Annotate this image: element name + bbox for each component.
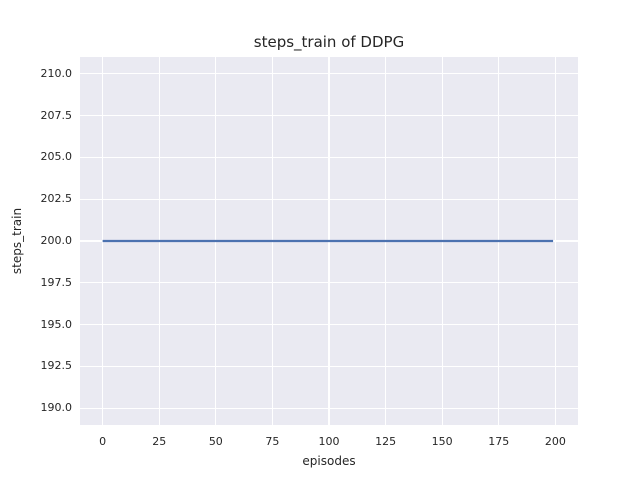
y-gridline <box>80 282 578 284</box>
y-gridline <box>80 114 578 117</box>
y-gridline <box>80 73 578 75</box>
x-tick-label: 50 <box>208 435 223 448</box>
plot-area <box>80 57 578 425</box>
x-tick-label: 175 <box>488 435 510 448</box>
x-tick-label: 125 <box>375 435 397 448</box>
y-gridline <box>80 365 578 368</box>
y-gridline <box>80 198 578 200</box>
y-tick-label: 197.5 <box>40 275 73 289</box>
y-tick-label: 202.5 <box>40 192 73 206</box>
x-tick-label: 150 <box>431 435 453 448</box>
x-axis-label: episodes <box>302 454 356 468</box>
y-tick-label: 200.0 <box>40 234 73 247</box>
x-tick-label: 200 <box>544 435 566 448</box>
x-tick-label: 100 <box>318 435 340 448</box>
y-gridline <box>80 407 578 409</box>
y-tick-label: 190.0 <box>40 401 73 415</box>
data-line-layer <box>102 239 554 243</box>
y-tick-label: 210.0 <box>40 66 73 80</box>
x-tick-label: 75 <box>265 435 280 448</box>
y-tick-label: 195.0 <box>40 317 73 331</box>
y-gridline <box>80 156 578 158</box>
y-tick-label: 207.5 <box>40 108 73 122</box>
y-gridline <box>80 323 578 326</box>
x-tick-label: 25 <box>152 435 167 448</box>
chart-title: steps_train of DDPG <box>253 33 405 51</box>
y-tick-label: 205.0 <box>40 150 73 164</box>
y-tick-label: 192.5 <box>40 359 73 373</box>
x-tick-label: 0 <box>99 435 107 448</box>
